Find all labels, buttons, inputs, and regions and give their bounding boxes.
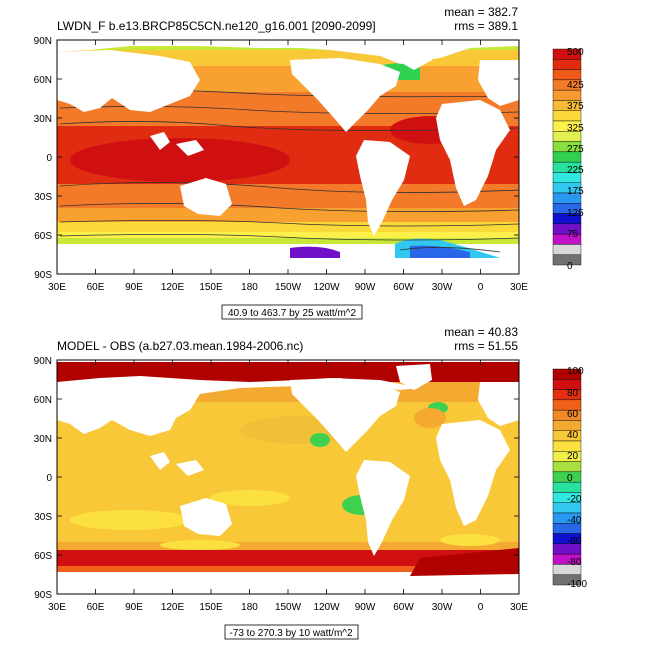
- panel-bottom-range: -73 to 270.3 by 10 watt/m^2: [229, 628, 353, 639]
- lat-label: 30N: [34, 434, 52, 445]
- panel-bottom-mean: mean = 40.83: [444, 325, 518, 339]
- colorbar-label: 60: [567, 409, 579, 420]
- lon-label: 30E: [48, 602, 66, 613]
- colorbar-label: 40: [567, 430, 579, 441]
- lat-label: 60N: [34, 395, 52, 406]
- panel-bottom-map: [57, 360, 519, 594]
- panel-bottom-title: MODEL - OBS (a.b27.03.mean.1984-2006.nc): [57, 339, 303, 353]
- lon-label: 90E: [125, 602, 143, 613]
- lon-label: 120W: [313, 282, 340, 293]
- lon-label: 150W: [275, 282, 302, 293]
- colorbar-swatch: [552, 110, 582, 122]
- panel-top-rms: rms = 389.1: [454, 19, 518, 33]
- lat-label: 90S: [34, 270, 52, 281]
- colorbar-label: 425: [567, 80, 584, 91]
- lon-label: 30E: [48, 282, 66, 293]
- panel-bottom-lat-axis: 90N 60N 30N 0 30S 60S 90S: [34, 356, 53, 601]
- panel-top-title: LWDN_F b.e13.BRCP85C5CN.ne120_g16.001 [2…: [57, 19, 376, 33]
- colorbar-label: -100: [567, 579, 587, 590]
- lon-label: 60E: [87, 282, 105, 293]
- panel-top-lon-axis: 30E 60E 90E 120E 150E 180 150W 120W 90W 60W 30W 0 30…: [48, 282, 528, 293]
- lon-label: 60W: [393, 282, 414, 293]
- lat-label: 30N: [34, 114, 52, 125]
- lon-label: 120E: [161, 602, 185, 613]
- colorbar-label: 100: [567, 366, 584, 377]
- colorbar-label: -60: [567, 536, 582, 547]
- lat-label: 0: [46, 153, 52, 164]
- panel-top-colorbar: [552, 48, 582, 266]
- panel-top-range: 40.9 to 463.7 by 25 watt/m^2: [228, 308, 357, 319]
- colorbar-label: 80: [567, 388, 579, 399]
- lon-label: 180: [241, 602, 258, 613]
- lon-label: 30W: [432, 602, 453, 613]
- colorbar-swatch: [552, 254, 582, 266]
- lon-label: 30W: [432, 282, 453, 293]
- lat-label: 90N: [34, 356, 52, 367]
- panel-top-map: [57, 40, 519, 274]
- colorbar-label: -80: [567, 557, 582, 568]
- lon-label: 30E: [510, 602, 528, 613]
- lon-label: 90W: [355, 282, 376, 293]
- lon-label: 180: [241, 282, 258, 293]
- panel-top-colorbar-labels: 500 425 375 325 275 225 175 125 75 0: [567, 47, 584, 272]
- colorbar-label: 75: [567, 229, 579, 240]
- lon-label: 150W: [275, 602, 302, 613]
- panel-top: LWDN_F b.e13.BRCP85C5CN.ne120_g16.001 [2…: [34, 5, 584, 320]
- colorbar-label: 175: [567, 186, 584, 197]
- lon-label: 60W: [393, 602, 414, 613]
- lon-label: 150E: [199, 282, 223, 293]
- colorbar-swatch: [552, 59, 582, 70]
- colorbar-swatch: [552, 440, 582, 452]
- lat-label: 30S: [34, 512, 52, 523]
- lon-label: 0: [478, 602, 484, 613]
- lon-label: 30E: [510, 282, 528, 293]
- lon-label: 0: [478, 282, 484, 293]
- colorbar-label: 500: [567, 47, 584, 58]
- colorbar-label: -20: [567, 494, 582, 505]
- colorbar-label: 375: [567, 101, 584, 112]
- lat-label: 60S: [34, 551, 52, 562]
- colorbar-label: 0: [567, 261, 573, 272]
- panel-top-lat-axis: 90N 60N 30N 0 30S 60S 90S: [34, 36, 53, 281]
- colorbar-label: 125: [567, 208, 584, 219]
- lon-label: 90W: [355, 602, 376, 613]
- lon-label: 120W: [313, 602, 340, 613]
- panel-bottom-rms: rms = 51.55: [454, 339, 518, 353]
- lat-label: 0: [46, 473, 52, 484]
- colorbar-label: 0: [567, 473, 573, 484]
- colorbar-label: 20: [567, 451, 579, 462]
- colorbar-label: 225: [567, 165, 584, 176]
- colorbar-swatch: [552, 574, 582, 586]
- lat-label: 30S: [34, 192, 52, 203]
- lon-label: 90E: [125, 282, 143, 293]
- panel-bottom-colorbar-labels: 100 80 60 40 20 0 -20 -40 -60 -80 -100: [567, 366, 587, 590]
- lon-label: 120E: [161, 282, 185, 293]
- lon-label: 60E: [87, 602, 105, 613]
- lat-label: 90N: [34, 36, 52, 47]
- colorbar-swatch: [552, 69, 582, 81]
- colorbar-swatch: [552, 244, 582, 255]
- colorbar-label: 325: [567, 123, 584, 134]
- lon-label: 150E: [199, 602, 223, 613]
- lat-label: 60N: [34, 75, 52, 86]
- panel-top-mean: mean = 382.7: [444, 5, 518, 19]
- colorbar-swatch: [552, 461, 582, 473]
- colorbar-swatch: [552, 89, 582, 101]
- panel-bottom-colorbar: [552, 368, 582, 586]
- lat-label: 90S: [34, 590, 52, 601]
- panel-bottom-lon-axis: 30E 60E 90E 120E 150E 180 150W 120W 90W 60W 30W 0 30…: [48, 602, 528, 613]
- colorbar-label: 275: [567, 144, 584, 155]
- lat-label: 60S: [34, 231, 52, 242]
- panel-bottom: MODEL - OBS (a.b27.03.mean.1984-2006.nc)…: [34, 325, 587, 640]
- colorbar-label: -40: [567, 515, 582, 526]
